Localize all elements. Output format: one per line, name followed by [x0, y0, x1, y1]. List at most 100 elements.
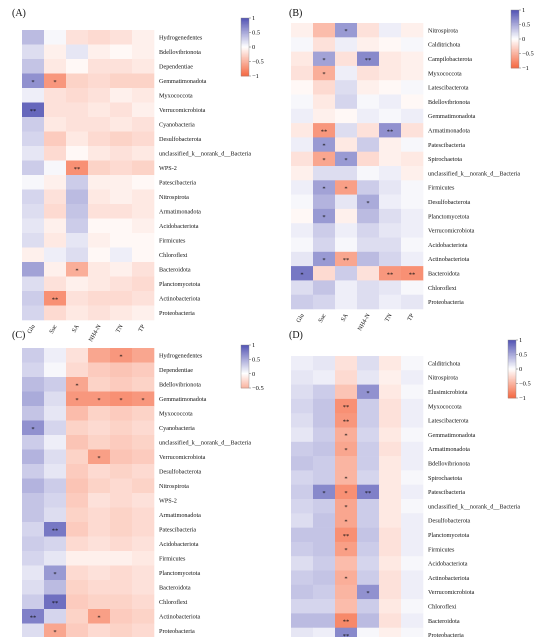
colorbar-segment [511, 62, 519, 65]
row-label: Dependentiae [159, 63, 193, 70]
heatmap-cell [44, 464, 67, 479]
heatmap-cell [379, 294, 402, 310]
colorbar-segment [511, 27, 519, 30]
colorbar-segment [511, 21, 519, 24]
colorbar-segment [241, 58, 249, 61]
colorbar-segment [241, 26, 249, 29]
heatmap-cell [88, 420, 111, 436]
heatmap-cell [110, 536, 133, 552]
heatmap-cell [44, 609, 67, 624]
heatmap-cell [379, 613, 402, 628]
heatmap-cell [379, 499, 402, 514]
row-label: Proteobacteria [159, 628, 195, 635]
colorbar-segment [241, 358, 249, 361]
row-label: Planctomycetota [159, 570, 200, 577]
row-label: Firmicutes [159, 237, 186, 244]
significance-mark: ** [343, 533, 350, 540]
heatmap-cell [379, 223, 402, 238]
heatmap-cell [291, 123, 314, 138]
heatmap-cell [313, 51, 336, 67]
row-label: Verrucomicrobiota [159, 107, 206, 114]
heatmap-cell [291, 280, 314, 295]
heatmap-cell [66, 435, 89, 450]
heatmap-cell [110, 59, 133, 74]
heatmap-cell [44, 88, 67, 103]
heatmap-cell [313, 37, 336, 52]
heatmap-cell [132, 551, 155, 566]
heatmap-cell [132, 623, 155, 637]
heatmap-cell [379, 266, 402, 281]
heatmap-cell [132, 88, 155, 103]
heatmap-cell [335, 237, 358, 253]
heatmap-cell [291, 137, 314, 152]
heatmap-cell [110, 493, 133, 508]
colorbar-segment [508, 345, 516, 348]
column-label: TN [115, 323, 125, 334]
heatmap-cell [110, 276, 133, 292]
colorbar-segment [511, 18, 519, 21]
heatmap-cell [357, 456, 380, 471]
heatmap-cell [379, 456, 402, 471]
heatmap-cell [44, 507, 67, 523]
heatmap-cell [335, 384, 358, 400]
colorbar-segment [241, 345, 249, 347]
heatmap-cell [88, 247, 111, 263]
heatmap-cell [88, 117, 111, 132]
colorbar-segment [241, 375, 249, 377]
colorbar-tick-label: −1 [519, 395, 526, 402]
significance-mark: ** [52, 600, 59, 607]
heatmap-cell [132, 218, 155, 234]
heatmap-cell [66, 623, 89, 637]
heatmap-cell [132, 580, 155, 595]
significance-mark: * [344, 157, 347, 164]
heatmap-cell [132, 30, 155, 45]
heatmap-cell [291, 356, 314, 371]
heatmap-cell [401, 627, 424, 637]
colorbar-segment [241, 74, 249, 77]
row-label: Firmicutes [159, 555, 186, 562]
row-label: Calditrichota [428, 360, 461, 367]
significance-mark: * [322, 143, 325, 150]
heatmap-cell [357, 65, 380, 81]
colorbar-segment [508, 340, 516, 342]
row-label: Chloroflexi [159, 252, 188, 259]
heatmap-cell [401, 37, 424, 52]
heatmap-cell [110, 291, 133, 306]
colorbar-segment [511, 15, 519, 18]
heatmap-cell [357, 613, 380, 628]
heatmap-cell [44, 73, 67, 89]
heatmap-cell [291, 541, 314, 557]
colorbar-segment [241, 35, 249, 38]
heatmap-cell [291, 470, 314, 485]
heatmap-cell [110, 551, 133, 566]
colorbar-segment [241, 41, 249, 44]
heatmap-cell [132, 117, 155, 132]
row-label: Gemmatimonadota [428, 432, 476, 439]
colorbar-segment [508, 351, 516, 354]
colorbar-segment [508, 350, 516, 352]
significance-mark: ** [52, 527, 59, 534]
heatmap-cell [132, 291, 155, 306]
heatmap-cell [110, 507, 133, 523]
colorbar-tick-label: 0 [252, 371, 255, 378]
heatmap-cell [44, 30, 67, 45]
heatmap-cell [291, 513, 314, 528]
colorbar-segment [241, 384, 249, 387]
colorbar-segment [508, 361, 516, 364]
row-label: Nitrospirota [159, 483, 189, 490]
heatmap-cell [357, 94, 380, 110]
heatmap-cell [110, 348, 133, 363]
heatmap-cell [335, 556, 358, 571]
heatmap-cell [44, 189, 67, 205]
heatmap-cell [132, 565, 155, 581]
colorbar-segment [241, 385, 249, 388]
colorbar-segment [241, 367, 249, 370]
heatmap-cell [44, 117, 67, 132]
heatmap-cell [379, 237, 402, 253]
heatmap-cell [291, 384, 314, 400]
significance-mark: * [31, 79, 34, 86]
heatmap-cell [401, 356, 424, 371]
heatmap-cell [132, 348, 155, 363]
